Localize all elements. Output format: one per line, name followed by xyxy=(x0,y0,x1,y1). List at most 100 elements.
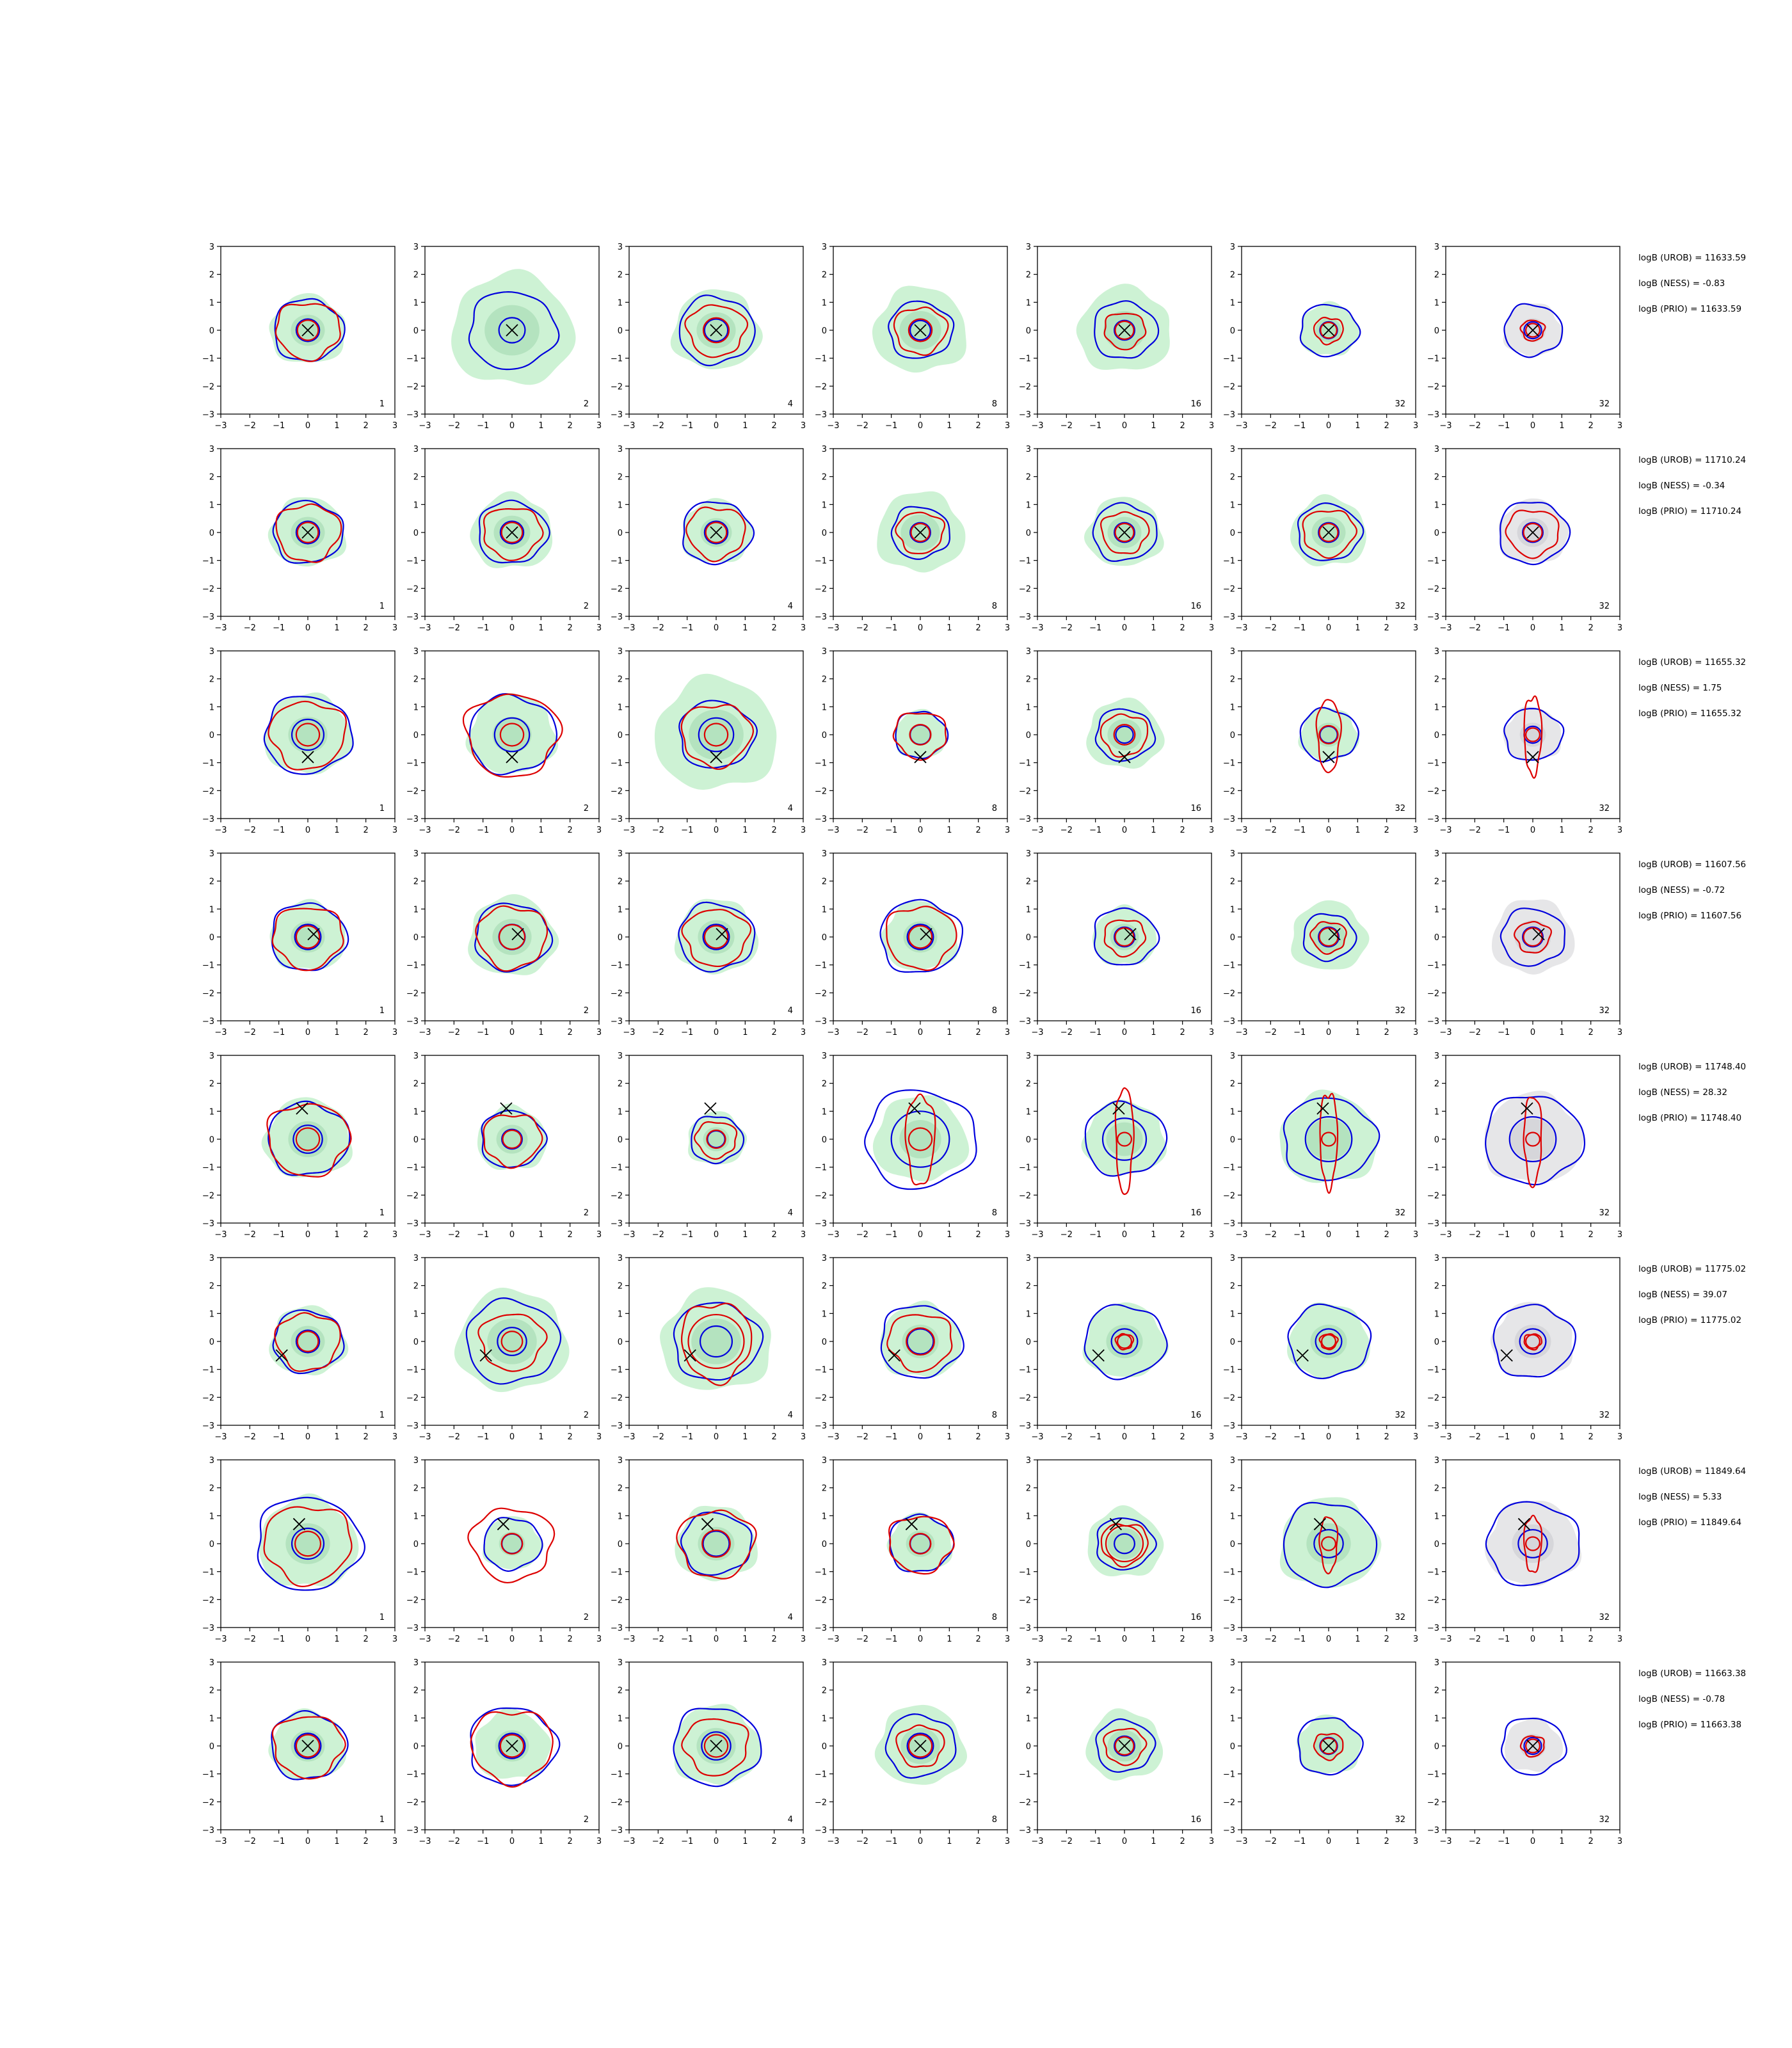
panel-label: 8 xyxy=(992,399,997,409)
panel-r6-c2: −3 −2 −1 0 1 2 3 3 2 1 0 −1 −2 −3 2 xyxy=(406,1254,602,1442)
x-tick-label: −2 xyxy=(448,623,460,633)
y-tick-label: 0 xyxy=(209,1742,214,1752)
x-tick-label: 0 xyxy=(714,1837,719,1846)
y-tick-label: −2 xyxy=(406,1393,419,1403)
x-tick-label: −2 xyxy=(1265,623,1277,633)
x-tick-label: −3 xyxy=(1031,1635,1043,1644)
x-tick-label: 3 xyxy=(1413,1028,1418,1037)
x-tick-label: 2 xyxy=(568,1230,573,1240)
x-tick-label: 3 xyxy=(1005,1432,1010,1442)
y-tick-label: 0 xyxy=(209,326,214,336)
x-tick-label: −3 xyxy=(623,1230,635,1240)
true-value-marker xyxy=(1109,1517,1123,1531)
panel-label: 32 xyxy=(1395,602,1405,611)
x-tick-label: −3 xyxy=(1439,1230,1452,1240)
x-tick-label: 2 xyxy=(1384,1635,1389,1644)
x-tick-label: 0 xyxy=(1530,826,1535,835)
panel-r4-c2: −3 −2 −1 0 1 2 3 3 2 1 0 −1 −2 −3 2 xyxy=(406,849,602,1037)
y-tick-label: −1 xyxy=(1019,1568,1031,1578)
true-value-marker xyxy=(701,1517,714,1531)
panel-label: 8 xyxy=(992,804,997,813)
true-value-marker xyxy=(506,1740,518,1752)
y-tick-label: 2 xyxy=(618,877,623,887)
x-tick-label: −3 xyxy=(419,421,431,431)
x-tick-label: −1 xyxy=(273,1432,285,1442)
x-tick-label: 2 xyxy=(1384,1230,1389,1240)
x-tick-label: 3 xyxy=(1617,623,1622,633)
x-tick-label: −1 xyxy=(273,421,285,431)
x-tick-label: −3 xyxy=(1235,623,1247,633)
blue-contour-outer xyxy=(864,1089,977,1190)
y-tick-label: −3 xyxy=(202,1421,214,1431)
true-value-marker xyxy=(1316,1102,1329,1115)
x-tick-label: −3 xyxy=(827,1230,839,1240)
red-contour-outer xyxy=(1318,1333,1339,1350)
x-tick-label: 2 xyxy=(1180,1230,1185,1240)
y-tick-label: 3 xyxy=(413,1658,419,1668)
blue-contour-inner xyxy=(294,1732,322,1759)
red-contour-outer xyxy=(1114,1087,1135,1196)
y-tick-label: 1 xyxy=(822,298,827,308)
x-tick-label: −1 xyxy=(477,1028,489,1037)
logb-ness-text: logB (NESS) = -0.34 xyxy=(1638,481,1725,491)
y-tick-label: 1 xyxy=(822,1714,827,1724)
y-tick-label: −2 xyxy=(611,1191,623,1201)
y-tick-label: 3 xyxy=(618,1254,623,1263)
blue-contour-outer xyxy=(678,901,756,973)
panel-r4-c4: −3 −2 −1 0 1 2 3 3 2 1 0 −1 −2 −3 8 xyxy=(815,849,1010,1037)
y-tick-label: 3 xyxy=(209,445,214,454)
x-tick-label: 0 xyxy=(509,623,515,633)
x-tick-label: −2 xyxy=(1469,1230,1481,1240)
y-tick-label: −3 xyxy=(202,612,214,622)
y-tick-label: 2 xyxy=(413,1686,419,1696)
true-value-marker xyxy=(1521,1102,1533,1115)
x-tick-label: −2 xyxy=(1265,1635,1277,1644)
y-tick-label: 1 xyxy=(209,1714,214,1724)
y-tick-label: −2 xyxy=(202,787,214,796)
logb-urob-text: logB (UROB) = 11748.40 xyxy=(1638,1062,1746,1072)
x-tick-label: −3 xyxy=(214,1432,227,1442)
x-tick-label: 1 xyxy=(1559,421,1564,431)
y-tick-label: 3 xyxy=(822,1658,827,1668)
true-value-marker xyxy=(914,1740,927,1752)
y-tick-label: −1 xyxy=(406,961,419,971)
y-tick-label: 2 xyxy=(618,1282,623,1292)
x-tick-label: −3 xyxy=(1439,623,1452,633)
y-tick-label: −1 xyxy=(611,1164,623,1173)
x-tick-label: −1 xyxy=(477,1432,489,1442)
x-tick-label: 3 xyxy=(596,1432,602,1442)
blue-contour-outer xyxy=(1500,1717,1567,1776)
x-tick-label: 0 xyxy=(918,1230,923,1240)
x-tick-label: 1 xyxy=(538,1432,543,1442)
red-contour-inner xyxy=(296,319,319,341)
x-tick-label: 0 xyxy=(1326,826,1331,835)
red-contour-inner xyxy=(909,1533,932,1555)
x-tick-label: −2 xyxy=(856,826,868,835)
blue-contour-outer xyxy=(1485,1501,1580,1587)
red-contour-outer xyxy=(1318,1516,1339,1574)
y-tick-label: −1 xyxy=(611,1366,623,1375)
blue-contour-inner xyxy=(1110,1328,1139,1355)
true-value-marker xyxy=(914,751,927,764)
y-tick-label: −2 xyxy=(1019,989,1031,998)
y-tick-label: 1 xyxy=(618,905,623,915)
y-tick-label: 2 xyxy=(209,877,214,887)
blue-contour-outer xyxy=(1297,502,1364,561)
panel-label: 16 xyxy=(1190,1613,1201,1622)
true-value-marker xyxy=(1517,1517,1531,1531)
panel-r3-c2: −3 −2 −1 0 1 2 3 3 2 1 0 −1 −2 −3 2 xyxy=(406,647,602,835)
x-tick-label: −2 xyxy=(244,826,256,835)
x-tick-label: −1 xyxy=(477,1635,489,1644)
x-tick-label: −1 xyxy=(1293,623,1306,633)
y-tick-label: −1 xyxy=(406,557,419,566)
x-tick-label: 2 xyxy=(1180,1028,1185,1037)
y-tick-label: −2 xyxy=(611,382,623,392)
panel-label: 2 xyxy=(584,399,589,409)
x-tick-label: −1 xyxy=(1498,1837,1510,1846)
y-tick-label: −3 xyxy=(1223,1826,1235,1836)
true-value-marker xyxy=(1118,1740,1131,1752)
y-tick-label: 2 xyxy=(413,271,419,280)
density-core xyxy=(689,709,744,760)
panel-r7-c1: −3 −2 −1 0 1 2 3 3 2 1 0 −1 −2 −3 1 xyxy=(202,1456,397,1644)
